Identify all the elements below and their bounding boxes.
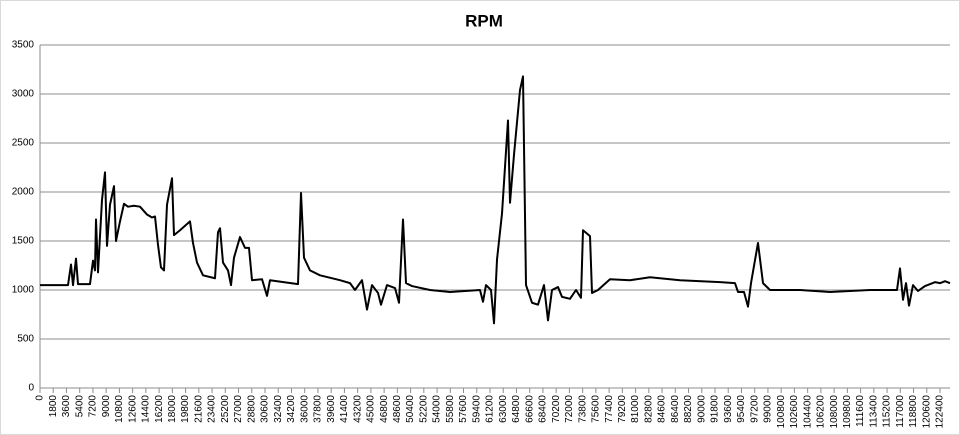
x-tick-label: 30600 xyxy=(260,395,271,423)
x-tick-label: 50400 xyxy=(405,395,416,423)
x-tick-label: 52200 xyxy=(418,395,429,423)
x-tick-label: 57600 xyxy=(458,395,469,423)
x-tick-label: 18000 xyxy=(167,395,178,423)
x-tick-label: 82800 xyxy=(643,395,654,423)
x-tick-label: 108000 xyxy=(829,395,840,429)
y-tick-label: 3500 xyxy=(12,40,35,51)
chart-title: RPM xyxy=(465,11,503,30)
x-tick-label: 55800 xyxy=(445,395,456,423)
x-tick-label: 64800 xyxy=(511,395,522,423)
x-tick-label: 7200 xyxy=(88,395,99,418)
x-tick-label: 84600 xyxy=(657,395,668,423)
x-tick-label: 61200 xyxy=(485,395,496,423)
x-tick-label: 46800 xyxy=(379,395,390,423)
x-tick-label: 34200 xyxy=(286,395,297,423)
x-tick-label: 0 xyxy=(35,395,46,401)
x-tick-label: 113400 xyxy=(868,395,879,428)
x-tick-label: 54000 xyxy=(432,395,443,423)
x-tick-label: 115200 xyxy=(882,395,893,428)
y-tick-label: 1500 xyxy=(12,236,35,247)
line-series xyxy=(40,75,951,325)
x-tick-label: 14400 xyxy=(141,395,152,423)
x-tick-label: 43200 xyxy=(352,395,363,423)
x-tick-label: 90000 xyxy=(696,395,707,423)
x-tick-label: 45000 xyxy=(366,395,377,423)
x-tick-label: 102600 xyxy=(789,395,800,429)
x-tick-label: 10800 xyxy=(114,395,125,423)
x-tick-label: 36000 xyxy=(299,395,310,423)
x-tick-label: 16200 xyxy=(154,395,165,423)
x-tick-label: 25200 xyxy=(220,395,231,423)
x-tick-label: 81000 xyxy=(630,395,641,423)
y-tick-label: 0 xyxy=(28,383,34,394)
x-tick-label: 88200 xyxy=(683,395,694,423)
x-tick-label: 23400 xyxy=(207,395,218,423)
x-tick-label: 59400 xyxy=(471,395,482,423)
x-tick-label: 27000 xyxy=(233,395,244,423)
x-tick-label: 9000 xyxy=(101,395,112,418)
x-tick-label: 73800 xyxy=(577,395,588,423)
x-tick-label: 86400 xyxy=(670,395,681,423)
x-tick-label: 117000 xyxy=(895,395,906,428)
x-tick-label: 37800 xyxy=(313,395,324,423)
x-tick-label: 75600 xyxy=(591,395,602,423)
x-tick-label: 32400 xyxy=(273,395,284,423)
x-tick-label: 72000 xyxy=(564,395,575,423)
y-tick-label: 2500 xyxy=(12,138,35,149)
x-tick-label: 79200 xyxy=(617,395,628,423)
x-tick-label: 106200 xyxy=(816,395,827,429)
x-tick-label: 1800 xyxy=(48,395,59,418)
x-tick-label: 111600 xyxy=(855,395,866,427)
x-tick-label: 19800 xyxy=(180,395,191,423)
y-tick-label: 2000 xyxy=(12,187,35,198)
x-tick-label: 97200 xyxy=(749,395,760,423)
x-tick-label: 63000 xyxy=(498,395,509,423)
x-tick-label: 118800 xyxy=(908,395,919,428)
x-tick-label: 28800 xyxy=(246,395,257,423)
y-tick-label: 500 xyxy=(17,334,34,345)
x-tick-label: 122400 xyxy=(935,395,946,429)
x-tick-label: 66600 xyxy=(524,395,535,423)
x-tick-label: 120600 xyxy=(921,395,932,429)
x-tick-label: 77400 xyxy=(604,395,615,423)
x-tick-label: 104400 xyxy=(802,395,813,429)
x-tick-label: 21600 xyxy=(193,395,204,423)
x-tick-label: 99000 xyxy=(763,395,774,423)
x-tick-label: 100800 xyxy=(776,395,787,429)
x-tick-label: 12600 xyxy=(127,395,138,423)
x-tick-label: 68400 xyxy=(538,395,549,423)
y-tick-label: 3000 xyxy=(12,89,35,100)
x-tick-label: 39600 xyxy=(326,395,337,423)
x-tick-label: 48600 xyxy=(392,395,403,423)
x-tick-label: 91800 xyxy=(710,395,721,423)
x-tick-label: 5400 xyxy=(74,395,85,418)
x-tick-label: 3600 xyxy=(61,395,72,418)
x-tick-label: 93600 xyxy=(723,395,734,423)
x-tick-label: 109800 xyxy=(842,395,853,429)
y-tick-label: 1000 xyxy=(12,285,35,296)
x-tick-label: 70200 xyxy=(551,395,562,423)
x-tick-label: 41400 xyxy=(339,395,350,423)
x-tick-label: 95400 xyxy=(736,395,747,423)
